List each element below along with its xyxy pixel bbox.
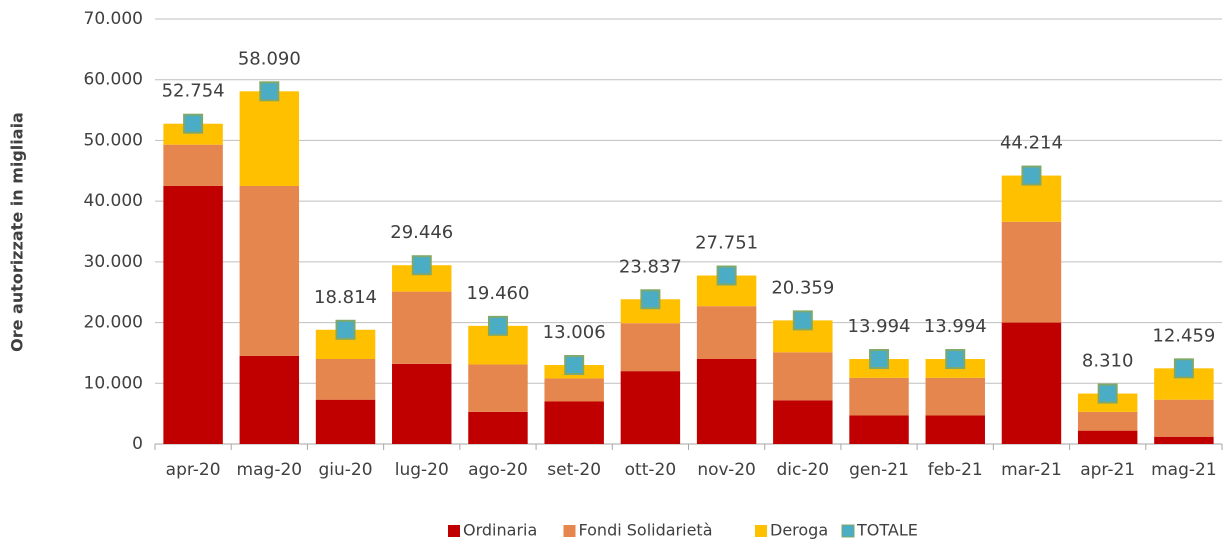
legend-label: Deroga (770, 521, 828, 540)
bar-segment (544, 378, 604, 402)
bar-segment (620, 323, 681, 372)
x-tick-label: mag-20 (237, 460, 303, 480)
bar-segment (1154, 399, 1214, 437)
legend-label: TOTALE (856, 521, 918, 540)
y-tick-label: 10.000 (84, 373, 143, 393)
legend-swatch (448, 525, 460, 537)
total-marker (869, 349, 890, 370)
y-tick-label: 20.000 (84, 313, 143, 333)
total-marker (1097, 383, 1118, 404)
bar-segment (239, 355, 300, 444)
total-marker (564, 355, 585, 376)
x-tick-label: lug-20 (395, 460, 449, 480)
bar-segment (315, 359, 376, 400)
total-marker (1021, 165, 1042, 186)
bar-segment (163, 123, 223, 145)
total-marker (183, 113, 204, 134)
total-marker (945, 349, 966, 370)
data-label: 23.837 (619, 256, 682, 277)
x-tick-label: ago-20 (468, 460, 528, 480)
bar-segment (468, 364, 528, 412)
y-axis-label: Ore autorizzate in migliaia (8, 112, 27, 352)
x-tick-label: gen-21 (849, 460, 909, 480)
legend-label: Fondi Solidarietà (579, 521, 713, 540)
data-label: 13.994 (924, 316, 987, 337)
total-marker (259, 81, 280, 102)
y-tick-label: 60.000 (84, 70, 143, 90)
x-tick-label: mar-21 (1001, 460, 1062, 480)
bar-segment (696, 359, 757, 444)
x-tick-label: ott-20 (625, 460, 677, 480)
bar-segment (392, 291, 452, 364)
x-tick-label: nov-20 (697, 460, 756, 480)
total-marker (640, 289, 661, 310)
data-label: 58.090 (238, 48, 301, 69)
data-label: 29.446 (390, 222, 453, 243)
bar-segment (1077, 430, 1138, 444)
y-tick-label: 50.000 (84, 130, 143, 150)
x-tick-label: mag-21 (1151, 460, 1217, 480)
legend-label: Ordinaria (463, 521, 537, 540)
bar-segment (849, 377, 909, 416)
bar-segment (1001, 221, 1062, 323)
total-marker (716, 265, 737, 286)
data-label: 13.994 (848, 316, 911, 337)
data-label: 13.006 (543, 322, 606, 343)
data-label: 20.359 (771, 277, 834, 298)
x-tick-label: apr-21 (1080, 460, 1135, 480)
data-label: 18.814 (314, 287, 377, 308)
data-label: 8.310 (1082, 351, 1134, 372)
x-tick-label: giu-20 (319, 460, 373, 480)
bar-segment (925, 377, 985, 416)
data-label: 19.460 (466, 283, 529, 304)
data-label: 12.459 (1152, 325, 1215, 346)
total-marker (1173, 358, 1194, 379)
legend-swatch (563, 525, 576, 537)
x-tick-label: set-20 (547, 460, 601, 480)
bar-segment (849, 415, 909, 444)
y-tick-label: 70.000 (84, 9, 143, 29)
bar-segment (239, 91, 300, 186)
total-marker (792, 310, 813, 331)
bar-segment (696, 306, 757, 359)
legend-swatch (841, 524, 855, 538)
x-tick-label: apr-20 (166, 460, 221, 480)
data-label: 44.214 (1000, 133, 1063, 154)
total-marker (411, 255, 432, 276)
bar-segment (925, 415, 985, 444)
data-label: 52.754 (162, 81, 225, 102)
data-label: 27.751 (695, 233, 758, 254)
bar-segment (1001, 322, 1062, 444)
bar-segment (620, 371, 681, 444)
y-tick-label: 40.000 (84, 191, 143, 211)
bar-segment (1154, 436, 1214, 444)
x-tick-label: feb-21 (928, 460, 983, 480)
bar-segment (1077, 411, 1138, 431)
y-tick-label: 0 (132, 434, 143, 454)
bar-segment (163, 185, 223, 444)
x-tick-label: dic-20 (777, 460, 830, 480)
bar-segment (468, 411, 528, 444)
total-marker (487, 315, 508, 336)
bar-segment (315, 399, 376, 444)
bar-segment (392, 363, 452, 444)
y-tick-label: 30.000 (84, 252, 143, 272)
total-marker (335, 319, 356, 340)
bar-segment (773, 352, 833, 401)
bar-segment (773, 400, 833, 444)
bar-segment (620, 299, 681, 324)
bar-segment (163, 144, 223, 186)
bar-segment (544, 401, 604, 444)
bar-segment (239, 185, 300, 356)
legend-swatch (755, 525, 767, 537)
